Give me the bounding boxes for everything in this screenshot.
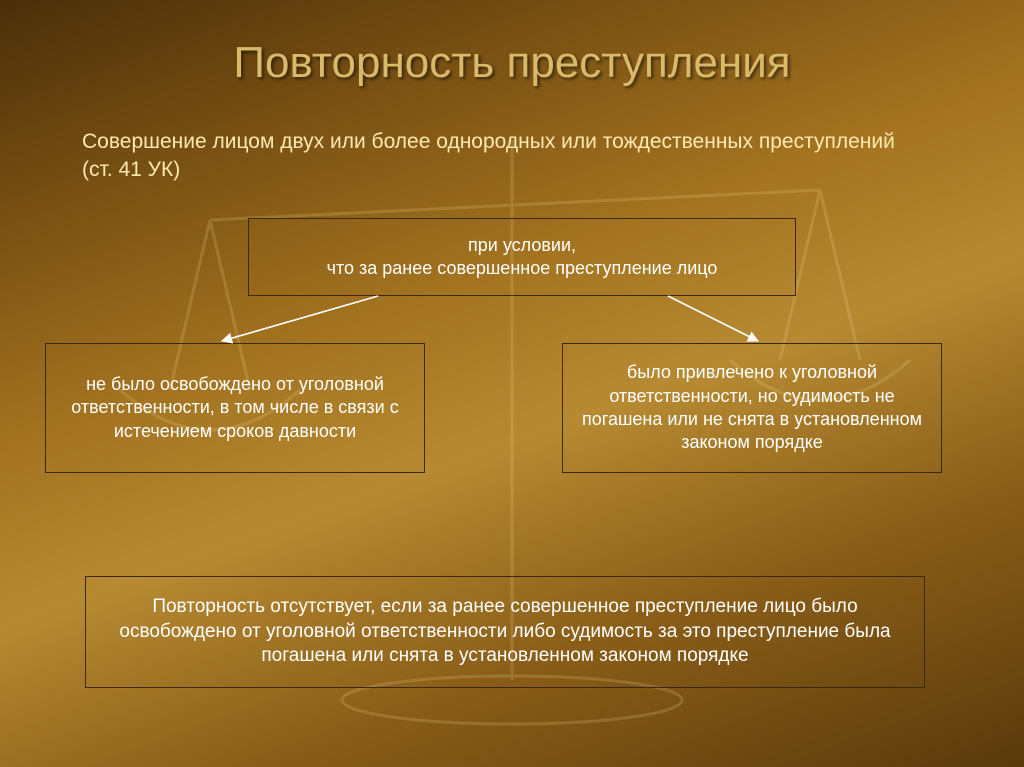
bottom-note-box: Повторность отсутствует, если за ранее с…: [85, 576, 925, 688]
subtitle-text: Совершение лицом двух или более однородн…: [82, 128, 902, 185]
condition-box: при условии, что за ранее совершенное пр…: [248, 218, 796, 296]
condition-line-2: что за ранее совершенное преступление ли…: [327, 257, 718, 280]
page-title: Повторность преступления: [0, 38, 1024, 88]
right-branch-box: было привлечено к уголовной ответственно…: [562, 343, 942, 473]
left-branch-box: не было освобождено от уголовной ответст…: [45, 343, 425, 473]
condition-line-1: при условии,: [468, 234, 576, 257]
